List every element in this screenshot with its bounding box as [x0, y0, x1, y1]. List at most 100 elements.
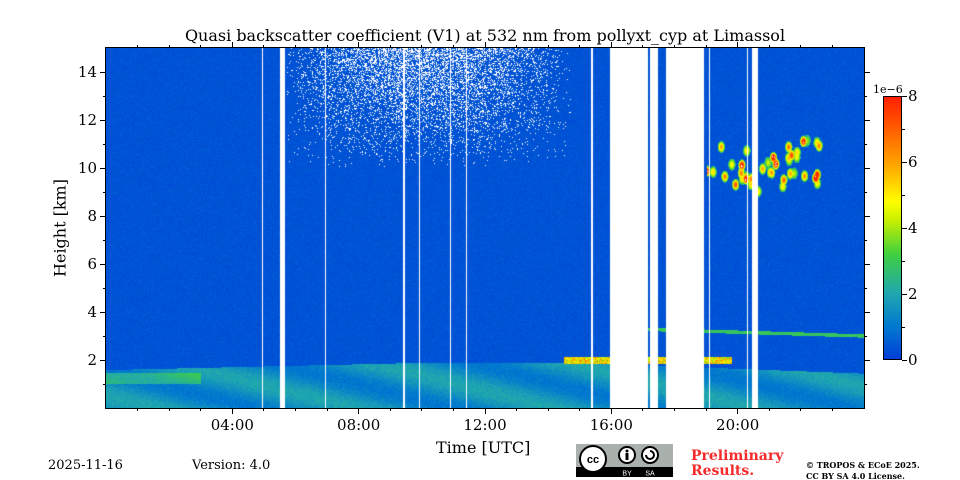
y-tick-right: [864, 239, 867, 241]
y-tick-right: [864, 335, 867, 337]
y-tick-label: 14: [77, 63, 97, 81]
y-tick: [100, 167, 106, 169]
x-tick: [231, 408, 233, 414]
y-tick-right: [864, 119, 870, 121]
x-tick-top: [231, 42, 233, 48]
cc-by-sa-license-badge: cc BY SA: [576, 444, 673, 478]
x-tick: [516, 408, 518, 411]
x-tick: [579, 408, 581, 411]
x-tick-top: [768, 45, 770, 48]
version-label: Version: 4.0: [192, 458, 271, 473]
preliminary-line-2: Results.: [691, 463, 755, 479]
preliminary-results-note: Preliminary Results.: [691, 449, 783, 479]
plot-frame: [105, 47, 865, 409]
x-tick-top: [452, 45, 454, 48]
x-tick-top: [484, 42, 486, 48]
x-tick-top: [168, 45, 170, 48]
y-tick: [100, 215, 106, 217]
copyright-line-1: © TROPOS & ECoE 2025.: [806, 460, 920, 470]
y-tick-right: [864, 287, 867, 289]
colorbar-tick: [902, 194, 905, 196]
x-tick: [674, 408, 675, 411]
colorbar-tick-label: 8: [908, 87, 918, 105]
colorbar-tick: [902, 326, 905, 328]
x-tick-top: [389, 45, 391, 48]
y-tick: [100, 311, 106, 313]
x-tick-top: [421, 45, 423, 48]
colorbar-tick-label: 4: [908, 219, 918, 237]
x-tick: [389, 408, 391, 411]
y-tick: [100, 359, 106, 361]
x-tick-label: 04:00: [210, 416, 254, 434]
colorbar-tick-label: 0: [908, 351, 918, 369]
y-tick: [103, 335, 106, 337]
heatmap-plot-area: [106, 48, 864, 408]
y-tick-label: 8: [87, 207, 97, 225]
y-tick: [103, 95, 106, 97]
x-tick: [705, 408, 707, 411]
x-tick: [642, 408, 644, 411]
y-tick: [103, 383, 106, 385]
x-tick: [358, 408, 360, 414]
colorbar-tick: [902, 359, 907, 361]
cc-logo-icon: cc BY SA: [576, 445, 673, 478]
y-tick: [100, 119, 106, 121]
y-tick-right: [864, 215, 870, 217]
y-tick: [103, 191, 106, 193]
y-tick-right: [864, 263, 870, 265]
y-tick-label: 10: [77, 159, 97, 177]
copyright-note: © TROPOS & ECoE 2025. CC BY SA 4.0 Licen…: [806, 460, 920, 480]
x-tick-top: [642, 45, 644, 48]
x-tick-top: [263, 45, 265, 48]
x-tick-top: [705, 45, 707, 48]
x-tick-top: [295, 45, 296, 48]
y-axis-label: Height [km]: [50, 179, 70, 277]
chart-title: Quasi backscatter coefficient (V1) at 53…: [184, 26, 786, 45]
y-tick: [103, 143, 106, 145]
x-axis-label: Time [UTC]: [436, 438, 531, 457]
y-tick-right: [864, 383, 867, 385]
y-tick-right: [864, 191, 867, 193]
x-tick-top: [579, 45, 581, 48]
x-tick: [263, 408, 265, 411]
x-tick: [737, 408, 739, 414]
svg-text:cc: cc: [587, 454, 599, 466]
y-tick-right: [864, 71, 870, 73]
y-tick-right: [864, 311, 870, 313]
colorbar-tick-label: 6: [908, 153, 918, 171]
colorbar: [883, 96, 902, 360]
x-tick-top: [516, 45, 518, 48]
x-tick-top: [610, 42, 612, 48]
x-tick: [200, 408, 202, 411]
x-tick-label: 08:00: [337, 416, 381, 434]
x-tick: [610, 408, 612, 414]
y-tick-label: 6: [87, 255, 97, 273]
x-tick-label: 12:00: [463, 416, 507, 434]
x-tick-top: [137, 45, 139, 48]
x-tick: [421, 408, 423, 411]
x-tick-top: [800, 45, 802, 48]
x-tick-top: [831, 45, 833, 48]
by-text: BY: [622, 471, 632, 478]
x-tick-top: [200, 45, 202, 48]
x-tick-label: 16:00: [589, 416, 633, 434]
colorbar-tick: [902, 293, 907, 295]
y-tick-right: [864, 143, 867, 145]
x-tick-top: [674, 45, 675, 48]
copyright-line-2: CC BY SA 4.0 License.: [806, 471, 905, 480]
x-tick: [768, 408, 770, 411]
colorbar-tick-label: 2: [908, 285, 918, 303]
x-tick: [295, 408, 296, 411]
y-tick-right: [864, 167, 870, 169]
y-tick: [100, 71, 106, 73]
x-tick: [484, 408, 486, 414]
x-tick: [137, 408, 139, 411]
y-tick: [100, 263, 106, 265]
x-tick-top: [358, 42, 360, 48]
y-tick-label: 12: [77, 111, 97, 129]
colorbar-tick: [902, 260, 905, 262]
x-tick-label: 20:00: [716, 416, 760, 434]
date-label: 2025-11-16: [48, 458, 123, 473]
sa-text: SA: [645, 471, 655, 478]
